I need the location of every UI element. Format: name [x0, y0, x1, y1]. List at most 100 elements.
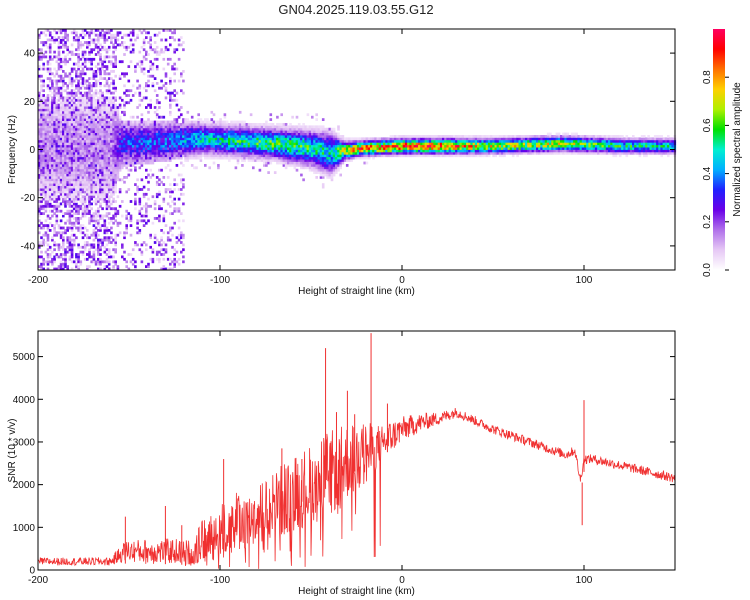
heatmap-cell [313, 127, 316, 131]
heatmap-cell [169, 137, 172, 141]
heatmap-cell [173, 253, 176, 256]
heatmap-cell [263, 164, 266, 167]
heatmap-cell [140, 123, 144, 126]
heatmap-cell [110, 241, 113, 244]
heatmap-cell [297, 123, 301, 126]
heatmap-cell [99, 166, 102, 170]
heatmap-cell [321, 130, 325, 133]
heatmap-cell [214, 125, 218, 129]
heatmap-cell [68, 144, 72, 148]
heatmap-cell [315, 156, 318, 160]
heatmap-cell [51, 156, 54, 160]
heatmap-cell [138, 156, 142, 160]
heatmap-cell [101, 188, 104, 191]
heatmap-cell [103, 65, 107, 68]
heatmap-cell [337, 159, 340, 162]
heatmap-cell [345, 137, 349, 141]
heatmap-cell [107, 48, 111, 52]
heatmap-cell [304, 164, 307, 167]
heatmap-cell [42, 67, 45, 71]
heatmap-cell [42, 147, 45, 150]
heatmap-cell [142, 139, 146, 143]
heatmap-cell [38, 94, 41, 97]
heatmap-cell [245, 142, 249, 146]
heatmap-cell [75, 202, 78, 206]
heatmap-cell [79, 139, 83, 143]
heatmap-cell [188, 135, 192, 138]
heatmap-cell [62, 231, 65, 235]
heatmap-cell [94, 110, 98, 114]
heatmap-cell [46, 101, 50, 105]
heatmap-cell [97, 130, 100, 133]
heatmap-cell [236, 159, 240, 162]
heatmap-cell [155, 57, 159, 61]
heatmap-cell [92, 149, 96, 153]
heatmap-cell [86, 183, 89, 186]
heatmap-cell [44, 202, 48, 206]
heatmap-cell [341, 161, 345, 165]
heatmap-cell [138, 142, 142, 146]
heatmap-cell [138, 29, 142, 32]
heatmap-cell [103, 149, 107, 153]
heatmap-cell [83, 50, 87, 54]
heatmap-cell [48, 200, 52, 203]
heatmap-cell [88, 202, 91, 206]
heatmap-cell [136, 127, 139, 131]
heatmap-cell [140, 125, 144, 129]
heatmap-cell [44, 149, 48, 153]
heatmap-cell [77, 120, 80, 124]
heatmap-cell [57, 135, 61, 138]
heatmap-cell [79, 132, 83, 136]
heatmap-cell [125, 137, 128, 141]
heatmap-cell [118, 144, 122, 148]
heatmap-cell [238, 147, 242, 150]
heatmap-cell [306, 125, 310, 129]
heatmap-cell [94, 166, 98, 170]
heatmap-cell [70, 154, 74, 158]
heatmap-cell [260, 144, 264, 148]
heatmap-cell [86, 192, 89, 196]
heatmap-cell [64, 262, 67, 266]
heatmap-cell [97, 166, 100, 170]
heatmap-cell [46, 29, 50, 32]
heatmap-cell [238, 132, 242, 136]
heatmap-cell [145, 130, 148, 133]
heatmap-cell [326, 164, 329, 167]
heatmap-cell [335, 156, 338, 160]
heatmap-cell [107, 202, 111, 206]
heatmap-cell [59, 94, 63, 97]
heatmap-cell [53, 267, 56, 271]
heatmap-cell [212, 154, 216, 158]
heatmap-cell [149, 176, 152, 179]
heatmap-cell [151, 82, 155, 85]
heatmap-cell [223, 156, 227, 160]
heatmap-cell [99, 154, 102, 158]
heatmap-cell [160, 115, 163, 119]
heatmap-cell [123, 154, 126, 158]
heatmap-cell [94, 183, 98, 186]
heatmap-cell [153, 144, 157, 148]
heatmap-cell [57, 190, 61, 194]
heatmap-cell [55, 106, 59, 109]
heatmap-cell [99, 36, 102, 39]
heatmap-cell [127, 130, 131, 133]
heatmap-cell [42, 62, 45, 66]
heatmap-cell [149, 38, 152, 42]
heatmap-cell [169, 267, 172, 271]
heatmap-cell [114, 188, 117, 191]
heatmap-cell [345, 149, 349, 153]
heatmap-cell [72, 173, 76, 177]
heatmap-cell [155, 135, 159, 138]
heatmap-cell [308, 130, 312, 133]
heatmap-cell [304, 161, 307, 165]
heatmap-cell [149, 159, 152, 162]
heatmap-cell [184, 127, 187, 131]
heatmap-cell [145, 50, 148, 54]
heatmap-cell [341, 149, 345, 153]
heatmap-cell [169, 142, 172, 146]
heatmap-cell [155, 137, 159, 141]
heatmap-cell [127, 139, 131, 143]
heatmap-cell [55, 202, 59, 206]
heatmap-cell [116, 149, 120, 153]
heatmap-cell [105, 207, 109, 211]
